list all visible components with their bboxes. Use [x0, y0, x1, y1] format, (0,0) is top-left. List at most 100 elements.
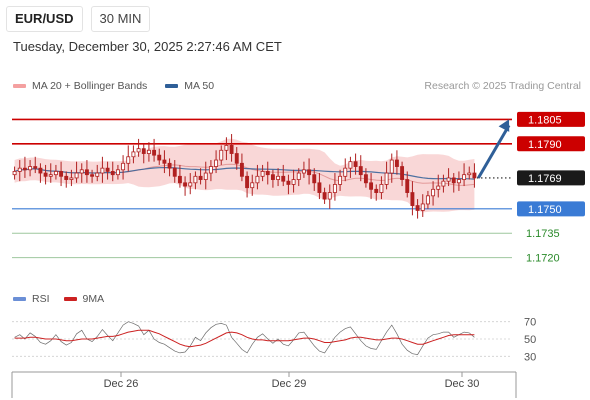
candle-body — [115, 169, 120, 176]
candle-body — [410, 192, 415, 206]
candle — [363, 168, 368, 188]
candle — [219, 145, 224, 165]
candle — [115, 164, 120, 180]
candle — [121, 155, 126, 180]
candle-body — [270, 174, 275, 180]
candle — [105, 161, 110, 180]
candle-body — [95, 172, 100, 177]
candle-body — [162, 159, 167, 164]
candle — [74, 161, 79, 183]
timeframe-tab[interactable]: 30 MIN — [90, 6, 151, 32]
candle — [208, 160, 213, 182]
candle — [59, 161, 64, 187]
candle — [425, 190, 430, 209]
candle-body — [193, 175, 198, 184]
candle — [462, 163, 467, 187]
rsi-axis-label-1: 50 — [524, 334, 536, 346]
candle — [296, 168, 301, 187]
bollinger-band-area — [14, 138, 475, 213]
candle — [250, 174, 255, 196]
x-tick-label-2: Dec 30 — [445, 378, 480, 390]
candle — [157, 148, 162, 165]
candle-body — [17, 167, 22, 172]
header-tabs: EUR/USD 30 MIN — [6, 6, 151, 32]
candle-body — [59, 171, 64, 177]
candle — [17, 160, 22, 182]
candle — [410, 181, 415, 216]
candle-body — [255, 175, 260, 184]
candle — [146, 142, 151, 162]
candle-body — [245, 175, 250, 189]
candle — [389, 153, 394, 183]
candle-body — [348, 161, 353, 169]
legend-ma50: MA 50 — [165, 80, 214, 92]
rsi-line — [14, 321, 475, 355]
forecast-arrow-head — [498, 119, 510, 132]
rsi-axis-label-2: 30 — [524, 351, 536, 363]
candle-body — [281, 175, 286, 182]
candle — [312, 168, 317, 191]
candle — [22, 156, 27, 178]
candle-body — [167, 162, 172, 169]
candle-body — [394, 159, 399, 167]
candle — [332, 173, 337, 201]
candle-body — [400, 166, 405, 180]
candle-body — [74, 172, 79, 179]
candle-body — [462, 174, 467, 180]
candle — [64, 171, 69, 188]
ma50-line — [14, 167, 475, 180]
candle-body — [250, 182, 255, 189]
candle-body — [219, 149, 224, 161]
candle — [100, 156, 105, 183]
candle — [131, 145, 136, 164]
candle-body — [260, 171, 265, 177]
legend-bollinger: MA 20 + Bollinger Bands — [13, 80, 147, 92]
candle-body — [234, 153, 239, 164]
candle-body — [338, 175, 343, 185]
candle — [38, 163, 43, 183]
candle-body — [389, 159, 394, 174]
candle — [95, 164, 100, 182]
symbol-tab[interactable]: EUR/USD — [6, 6, 83, 32]
candle-body — [384, 172, 389, 185]
candle-body — [126, 156, 131, 164]
legend-ma50-label: MA 50 — [184, 80, 215, 92]
candle — [369, 173, 374, 200]
candle-body — [12, 171, 17, 176]
x-tick-label-1: Dec 29 — [272, 378, 307, 390]
candle-body — [436, 185, 441, 190]
candle-body — [332, 184, 337, 193]
candle — [353, 153, 358, 175]
candle — [436, 174, 441, 198]
candle — [446, 168, 451, 187]
candle-body — [307, 169, 312, 176]
candle — [28, 160, 33, 177]
candle-body — [100, 167, 105, 174]
candle — [245, 171, 250, 198]
candle-body — [379, 184, 384, 193]
candle-body — [431, 188, 436, 197]
candle — [234, 147, 239, 170]
candle — [472, 163, 477, 188]
x-tick-label-0: Dec 26 — [104, 378, 139, 390]
candle — [152, 138, 157, 162]
candle-body — [441, 180, 446, 187]
candle — [400, 161, 405, 187]
candle — [379, 176, 384, 200]
resistance-label-box-1 — [517, 136, 585, 152]
candle-body — [38, 167, 43, 174]
candle — [307, 158, 312, 185]
candle — [415, 199, 420, 219]
candle — [431, 181, 436, 206]
resistance-label-1: 1.1790 — [528, 139, 562, 151]
candle — [374, 184, 379, 201]
support-label-box-3 — [517, 201, 585, 217]
candle — [286, 174, 291, 195]
legend-rsi-ma: 9MA — [63, 293, 104, 305]
candle-body — [374, 188, 379, 193]
target-label-4: 1.1735 — [526, 228, 560, 240]
support-label-3: 1.1750 — [528, 204, 562, 216]
candle-body — [157, 154, 162, 161]
legend-bollinger-label: MA 20 + Bollinger Bands — [32, 80, 148, 92]
